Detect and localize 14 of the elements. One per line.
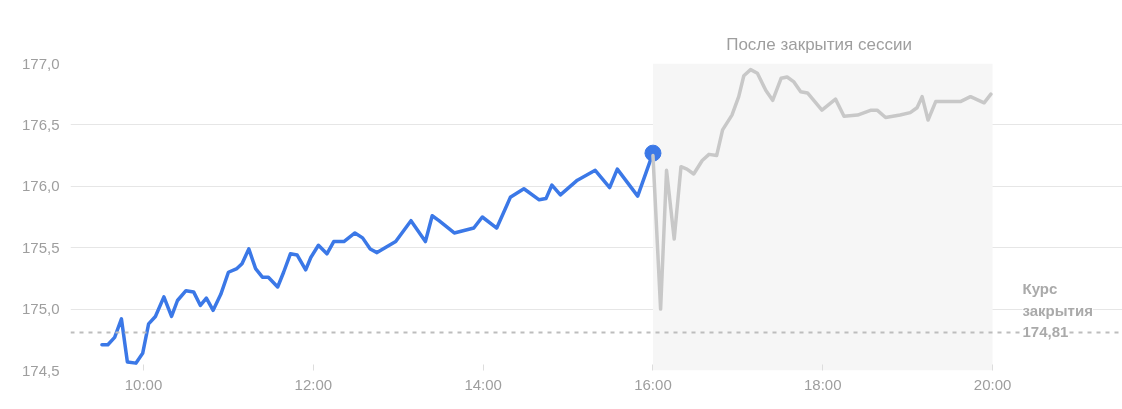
y-tick-label: 174,5 bbox=[21, 361, 60, 379]
band-label: После закрытия сессии bbox=[726, 34, 912, 54]
ref-line-label: Курс закрытия 174,81 bbox=[1022, 279, 1093, 341]
x-tick-label: 12:00 bbox=[294, 375, 333, 393]
x-tick-label: 20:00 bbox=[973, 375, 1012, 393]
x-tick-label: 18:00 bbox=[804, 375, 842, 393]
x-tick-label: 10:00 bbox=[124, 375, 163, 393]
y-tick-label: 176,0 bbox=[21, 177, 60, 195]
x-tick-label: 16:00 bbox=[634, 375, 672, 393]
y-tick-label: 175,5 bbox=[21, 238, 60, 256]
y-tick-label: 176,5 bbox=[21, 115, 60, 133]
y-tick-label: 175,0 bbox=[21, 300, 60, 318]
y-tick-label: 177,0 bbox=[21, 54, 60, 72]
x-tick-label: 14:00 bbox=[464, 375, 502, 393]
